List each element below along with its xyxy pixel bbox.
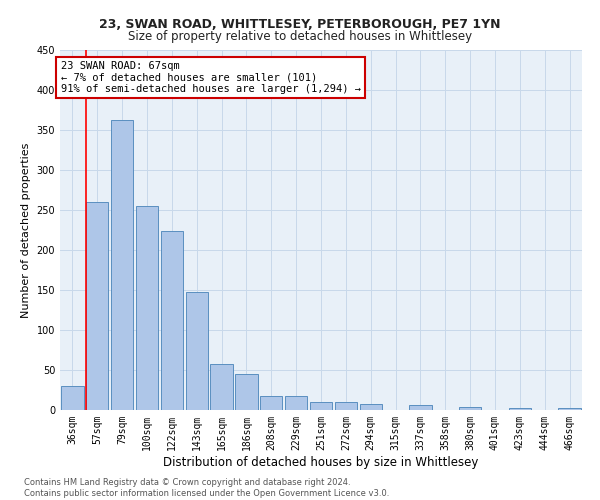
Text: 23 SWAN ROAD: 67sqm
← 7% of detached houses are smaller (101)
91% of semi-detach: 23 SWAN ROAD: 67sqm ← 7% of detached hou… xyxy=(61,61,361,94)
Bar xyxy=(260,396,283,410)
Bar xyxy=(459,407,481,410)
Bar xyxy=(211,364,233,410)
Bar xyxy=(285,396,307,410)
Bar xyxy=(509,408,531,410)
Text: 23, SWAN ROAD, WHITTLESEY, PETERBOROUGH, PE7 1YN: 23, SWAN ROAD, WHITTLESEY, PETERBOROUGH,… xyxy=(99,18,501,30)
Bar xyxy=(161,231,183,410)
Bar xyxy=(559,408,581,410)
Text: Contains HM Land Registry data © Crown copyright and database right 2024.
Contai: Contains HM Land Registry data © Crown c… xyxy=(24,478,389,498)
X-axis label: Distribution of detached houses by size in Whittlesey: Distribution of detached houses by size … xyxy=(163,456,479,468)
Bar xyxy=(335,402,357,410)
Y-axis label: Number of detached properties: Number of detached properties xyxy=(21,142,31,318)
Bar xyxy=(61,386,83,410)
Bar xyxy=(111,120,133,410)
Bar xyxy=(86,202,109,410)
Bar xyxy=(136,206,158,410)
Bar xyxy=(235,374,257,410)
Bar xyxy=(185,292,208,410)
Bar xyxy=(359,404,382,410)
Bar xyxy=(409,405,431,410)
Text: Size of property relative to detached houses in Whittlesey: Size of property relative to detached ho… xyxy=(128,30,472,43)
Bar xyxy=(310,402,332,410)
